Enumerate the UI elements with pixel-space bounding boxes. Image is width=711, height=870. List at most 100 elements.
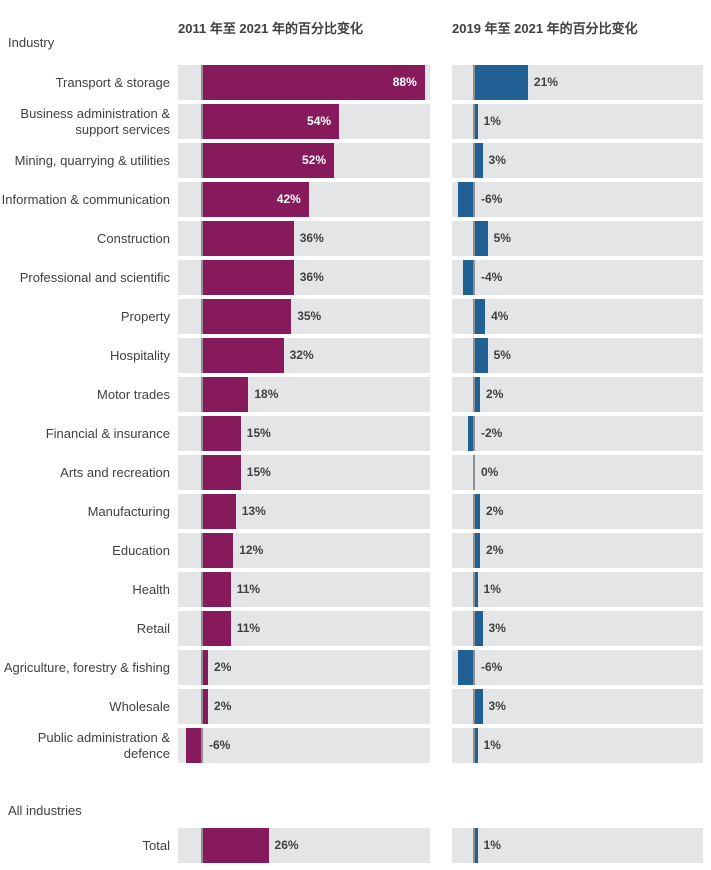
value-label: 2% bbox=[486, 543, 504, 557]
value-bar bbox=[203, 455, 241, 490]
bar-track-left: 11% bbox=[178, 572, 430, 607]
bar-track-right: 1% bbox=[452, 728, 703, 763]
bar-track-left: 15% bbox=[178, 416, 430, 451]
row-label: Wholesale bbox=[109, 698, 170, 714]
value-bar bbox=[203, 104, 340, 139]
value-label: 2% bbox=[486, 387, 504, 401]
value-label: 54% bbox=[307, 114, 332, 128]
value-label: 52% bbox=[302, 153, 327, 167]
baseline-marker bbox=[201, 689, 203, 724]
row-label: Mining, quarrying & utilities bbox=[14, 152, 170, 168]
baseline-marker bbox=[473, 182, 475, 217]
row-label: Arts and recreation bbox=[60, 464, 170, 480]
bar-track-left: 15% bbox=[178, 455, 430, 490]
value-label: -2% bbox=[481, 426, 503, 440]
chart-row: Transport & storage 88% 21% bbox=[0, 65, 711, 104]
left-chart-title: 2011 年至 2021 年的百分比变化 bbox=[178, 21, 363, 36]
chart-row: Retail 11% 3% bbox=[0, 611, 711, 650]
value-bar bbox=[475, 689, 483, 724]
bar-track-left: 35% bbox=[178, 299, 430, 334]
baseline-marker bbox=[473, 416, 475, 451]
value-label: 0% bbox=[481, 465, 499, 479]
value-bar bbox=[185, 728, 201, 763]
baseline-marker bbox=[473, 828, 475, 863]
chart-row: Wholesale 2% 3% bbox=[0, 689, 711, 728]
value-bar bbox=[475, 611, 483, 646]
value-bar bbox=[203, 338, 284, 373]
row-label: Total bbox=[142, 837, 170, 853]
value-bar bbox=[203, 533, 234, 568]
bar-track-right: 2% bbox=[452, 533, 703, 568]
value-label: 1% bbox=[483, 738, 501, 752]
baseline-marker bbox=[201, 338, 203, 373]
value-label: 26% bbox=[274, 838, 299, 852]
bar-track-right: 3% bbox=[452, 143, 703, 178]
bar-track-right: 1% bbox=[452, 828, 703, 863]
value-bar bbox=[475, 104, 478, 139]
value-label: 5% bbox=[493, 348, 511, 362]
baseline-marker bbox=[473, 728, 475, 763]
total-row-container: Total 26% 1% bbox=[0, 828, 711, 867]
value-bar bbox=[475, 299, 486, 334]
value-label: 36% bbox=[299, 231, 324, 245]
baseline-marker bbox=[201, 143, 203, 178]
baseline-marker bbox=[473, 299, 475, 334]
row-label: Information & communication bbox=[1, 191, 170, 207]
value-bar bbox=[203, 416, 241, 451]
baseline-marker bbox=[201, 377, 203, 412]
value-bar bbox=[203, 377, 249, 412]
chart-row: Arts and recreation 15% 0% bbox=[0, 455, 711, 494]
bar-track-right: 5% bbox=[452, 221, 703, 256]
value-bar bbox=[203, 260, 294, 295]
value-label: 1% bbox=[483, 582, 501, 596]
baseline-marker bbox=[201, 494, 203, 529]
baseline-marker bbox=[473, 494, 475, 529]
value-label: 15% bbox=[246, 465, 271, 479]
value-bar bbox=[203, 828, 269, 863]
baseline-marker bbox=[473, 65, 475, 100]
baseline-marker bbox=[201, 260, 203, 295]
value-label: 1% bbox=[483, 114, 501, 128]
bar-track-right: 21% bbox=[452, 65, 703, 100]
baseline-marker bbox=[473, 611, 475, 646]
value-label: 88% bbox=[392, 75, 417, 89]
row-label: Transport & storage bbox=[55, 74, 170, 90]
baseline-marker bbox=[473, 260, 475, 295]
value-bar bbox=[475, 728, 478, 763]
baseline-marker bbox=[473, 338, 475, 373]
bar-track-right: 4% bbox=[452, 299, 703, 334]
bar-track-left: 36% bbox=[178, 260, 430, 295]
bar-track-right: -6% bbox=[452, 650, 703, 685]
bar-track-right: 2% bbox=[452, 494, 703, 529]
value-bar bbox=[475, 143, 483, 178]
chart-row: Financial & insurance 15% -2% bbox=[0, 416, 711, 455]
baseline-marker bbox=[201, 455, 203, 490]
bar-track-left: 12% bbox=[178, 533, 430, 568]
value-label: 12% bbox=[239, 543, 264, 557]
bar-track-left: 11% bbox=[178, 611, 430, 646]
row-label: Health bbox=[132, 581, 170, 597]
value-label: 42% bbox=[276, 192, 301, 206]
baseline-marker bbox=[201, 416, 203, 451]
baseline-marker bbox=[201, 650, 203, 685]
value-bar bbox=[203, 611, 231, 646]
right-chart-title: 2019 年至 2021 年的百分比变化 bbox=[452, 21, 638, 36]
bar-track-right: 3% bbox=[452, 689, 703, 724]
chart-row: Health 11% 1% bbox=[0, 572, 711, 611]
chart-row: Property 35% 4% bbox=[0, 299, 711, 338]
chart-row: Mining, quarrying & utilities 52% 3% bbox=[0, 143, 711, 182]
baseline-marker bbox=[473, 143, 475, 178]
bar-track-left: 42% bbox=[178, 182, 430, 217]
value-label: 3% bbox=[488, 153, 506, 167]
bar-track-left: 52% bbox=[178, 143, 430, 178]
chart-row: Education 12% 2% bbox=[0, 533, 711, 572]
row-label: Public administration & defence bbox=[37, 730, 170, 761]
chart-row: Professional and scientific 36% -4% bbox=[0, 260, 711, 299]
value-bar bbox=[203, 689, 209, 724]
baseline-marker bbox=[473, 104, 475, 139]
bar-track-right: 1% bbox=[452, 104, 703, 139]
value-bar bbox=[475, 828, 478, 863]
bar-track-right: -2% bbox=[452, 416, 703, 451]
chart-row: Motor trades 18% 2% bbox=[0, 377, 711, 416]
baseline-marker bbox=[201, 299, 203, 334]
